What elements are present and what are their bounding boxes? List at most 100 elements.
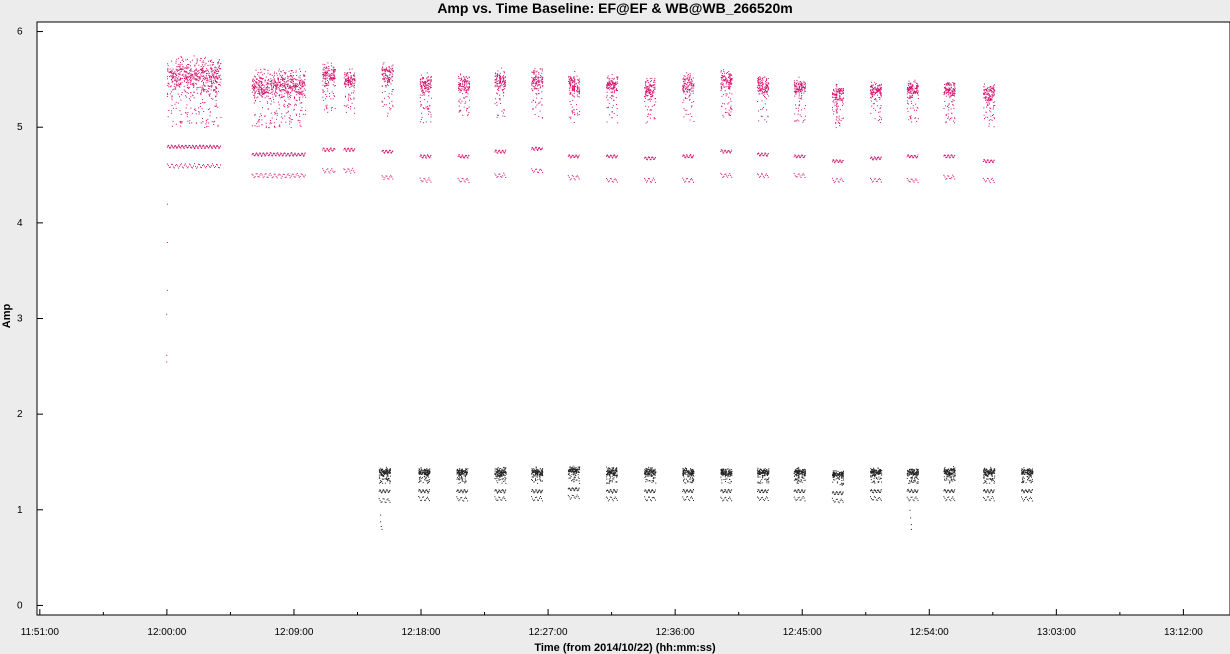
point <box>796 176 798 178</box>
point <box>685 83 687 85</box>
point <box>205 62 207 64</box>
point <box>180 78 182 79</box>
point <box>179 68 181 70</box>
point <box>951 95 953 97</box>
point <box>579 90 581 92</box>
point <box>218 70 219 72</box>
point <box>349 170 351 172</box>
point <box>758 88 760 89</box>
point <box>352 92 354 94</box>
point <box>287 75 288 77</box>
point <box>878 90 880 92</box>
point <box>262 96 263 98</box>
point <box>324 64 326 65</box>
point <box>836 105 838 107</box>
point <box>167 63 169 65</box>
point <box>799 83 801 85</box>
point <box>259 77 261 79</box>
point <box>647 82 649 83</box>
point <box>944 92 946 94</box>
point <box>344 81 346 83</box>
point <box>795 107 797 109</box>
point <box>988 99 990 101</box>
point <box>332 73 334 75</box>
point <box>870 90 872 92</box>
point <box>179 121 181 123</box>
point <box>842 90 844 92</box>
point <box>950 108 952 110</box>
point <box>326 73 328 74</box>
point <box>948 89 950 91</box>
point <box>870 97 872 99</box>
point <box>531 80 533 82</box>
point <box>794 82 796 84</box>
point <box>386 76 388 78</box>
point <box>192 71 194 73</box>
point <box>909 95 911 97</box>
point <box>800 81 802 82</box>
point <box>720 77 722 78</box>
point <box>837 98 839 100</box>
point <box>874 156 876 158</box>
point <box>838 115 840 117</box>
point <box>616 155 618 157</box>
point <box>276 153 278 155</box>
point <box>615 179 617 181</box>
point <box>833 97 835 98</box>
point <box>419 78 421 80</box>
point <box>683 91 685 93</box>
point <box>757 80 759 81</box>
point <box>299 124 301 126</box>
point <box>387 112 389 114</box>
point <box>206 73 207 74</box>
point <box>499 78 501 80</box>
point <box>254 92 256 94</box>
point <box>175 145 177 147</box>
point <box>767 87 769 89</box>
point <box>281 97 283 99</box>
point <box>757 153 758 155</box>
point <box>910 115 912 117</box>
point <box>839 95 841 97</box>
point <box>916 88 918 90</box>
point <box>458 101 460 103</box>
point <box>428 111 430 112</box>
point <box>720 70 722 72</box>
point <box>297 174 299 176</box>
point <box>280 84 282 85</box>
point <box>348 107 349 108</box>
point <box>345 82 347 84</box>
point <box>279 94 281 96</box>
point <box>264 88 266 90</box>
point <box>254 125 256 127</box>
point <box>504 84 506 86</box>
point <box>301 90 303 92</box>
point <box>207 78 209 80</box>
point <box>653 117 655 119</box>
point <box>795 83 797 85</box>
point <box>836 108 838 110</box>
point <box>304 113 306 115</box>
point <box>254 75 256 77</box>
point <box>689 99 691 101</box>
point <box>287 92 289 94</box>
point <box>834 91 836 93</box>
point <box>800 92 802 94</box>
point <box>218 84 219 86</box>
point <box>332 68 334 70</box>
point <box>915 88 917 89</box>
point <box>464 102 466 104</box>
point <box>287 111 289 113</box>
point <box>425 106 427 108</box>
point <box>390 175 392 177</box>
point <box>201 85 203 87</box>
point <box>422 76 424 78</box>
point <box>692 87 694 89</box>
point <box>189 82 191 84</box>
point <box>261 124 263 126</box>
point <box>461 86 463 87</box>
point <box>274 81 276 83</box>
point <box>880 93 882 95</box>
point <box>683 85 685 87</box>
point <box>538 116 540 118</box>
